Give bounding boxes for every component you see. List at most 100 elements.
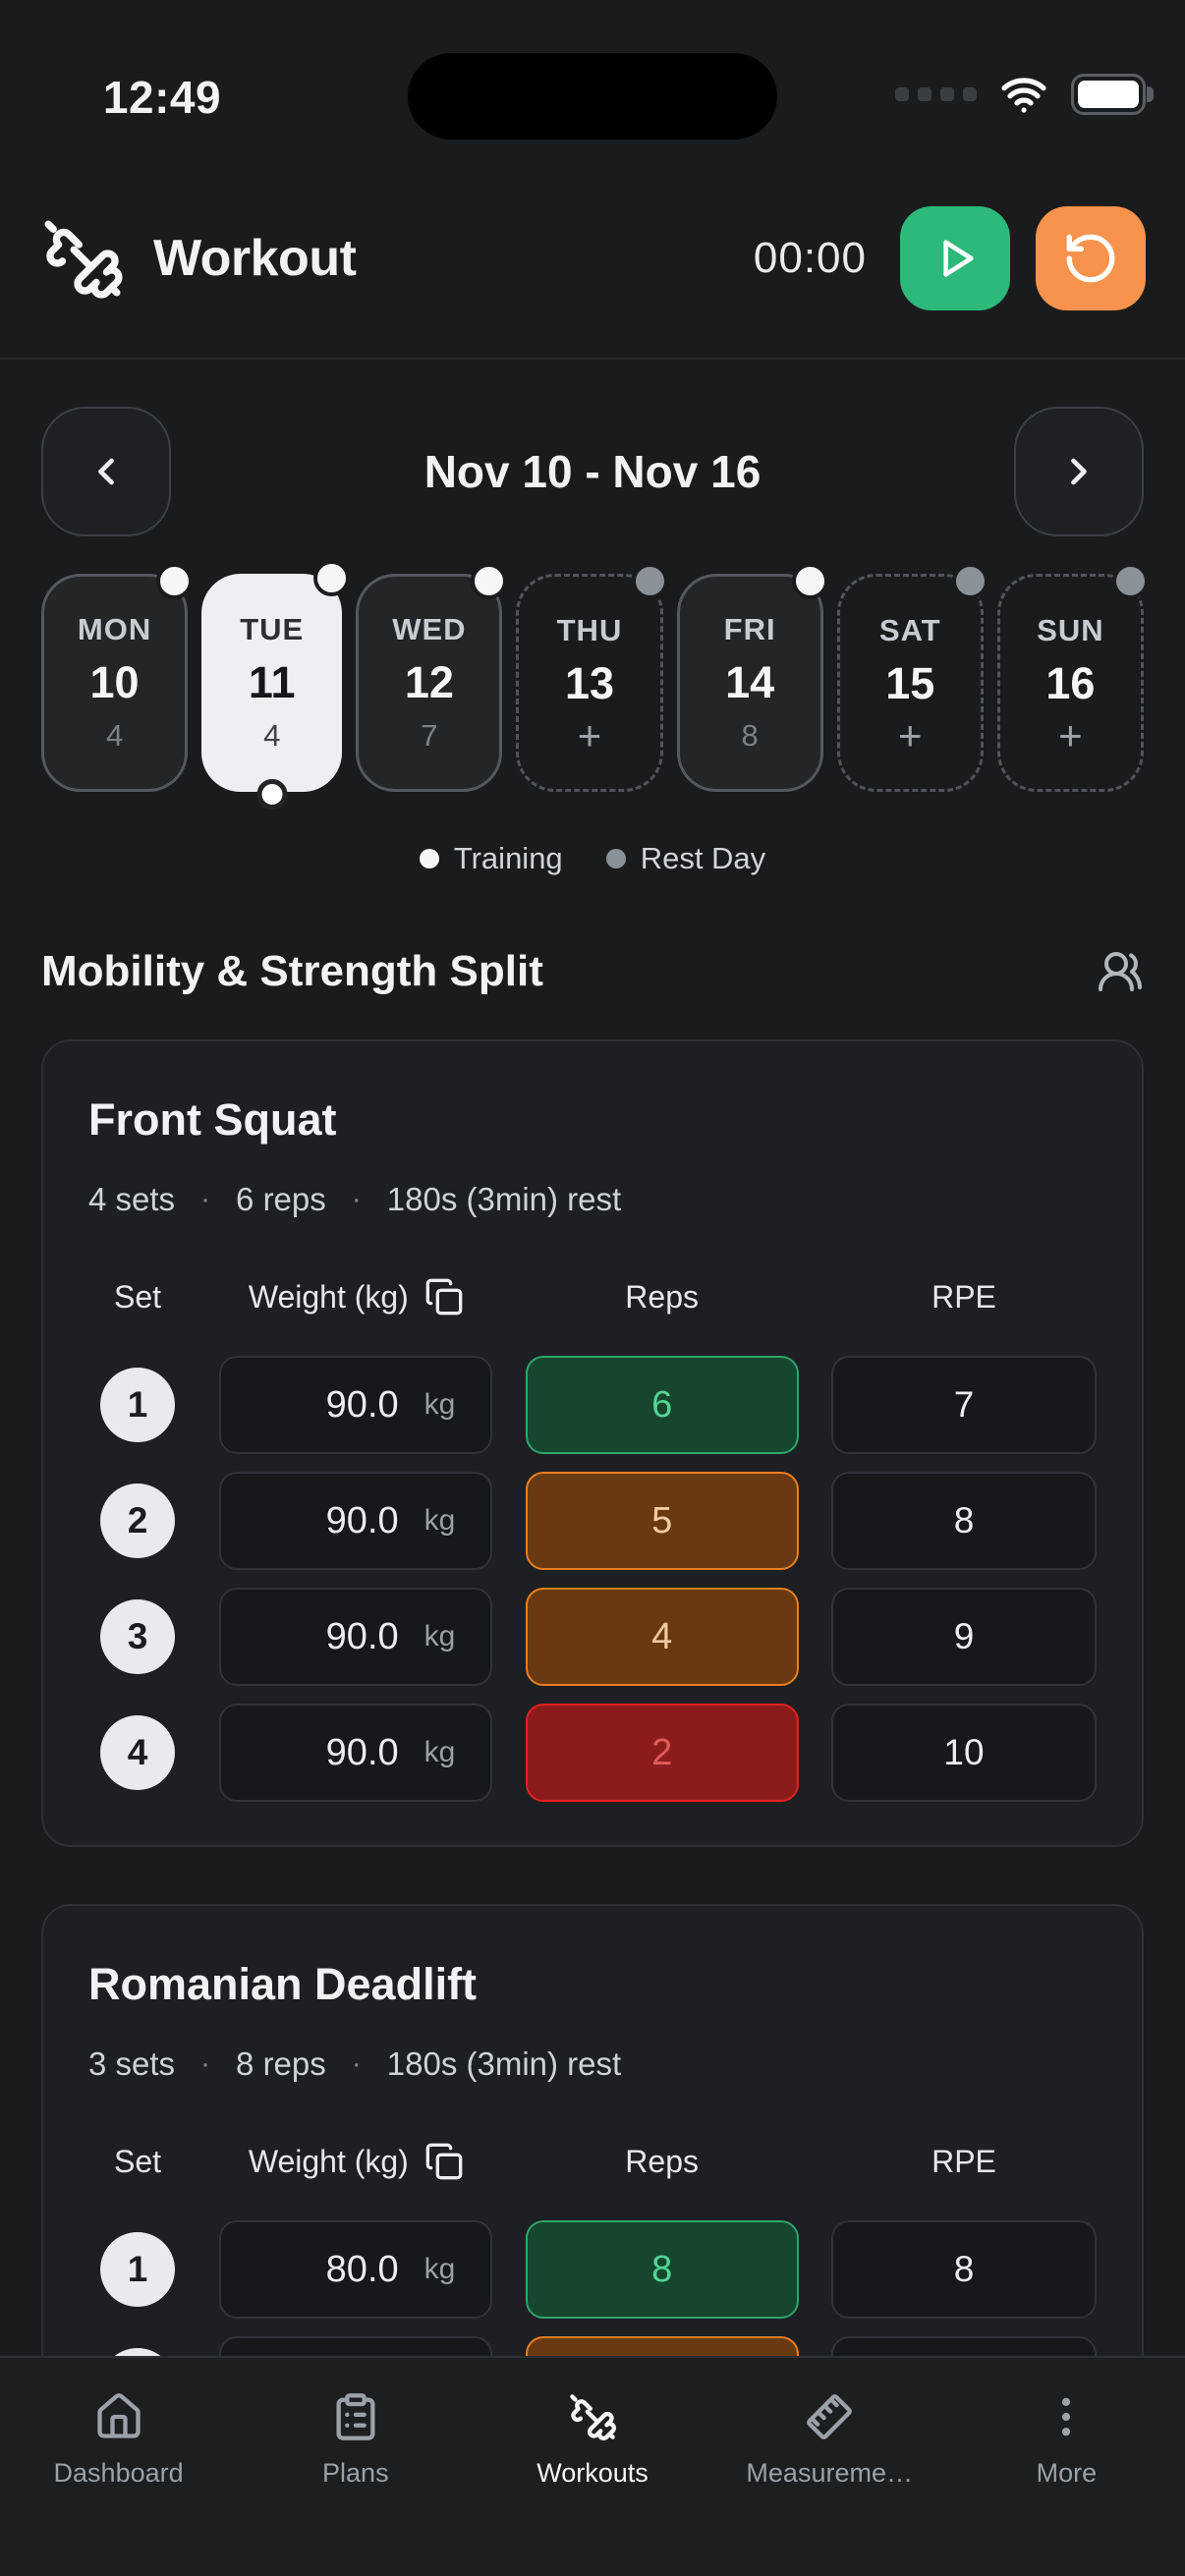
- wifi-icon: [996, 71, 1051, 118]
- column-set: Set: [113, 1278, 162, 1315]
- battery-icon: [1071, 74, 1146, 115]
- reps-input[interactable]: 6: [525, 1356, 799, 1454]
- users-icon: [1097, 948, 1144, 995]
- nav-item-workouts[interactable]: Workouts: [474, 2391, 710, 2489]
- nav-item-dashboard[interactable]: Dashboard: [0, 2391, 237, 2489]
- page-title: Workout: [153, 230, 357, 287]
- exercise-list: Front Squat 4 sets · 6 reps · 180s (3min…: [0, 1039, 1185, 2480]
- day-card-mon[interactable]: MON 10 4: [41, 563, 194, 792]
- day-card-tue[interactable]: TUE 11 4: [201, 560, 351, 810]
- reps-input[interactable]: 8: [525, 2220, 799, 2319]
- copy-weight-button[interactable]: [424, 1277, 464, 1316]
- day-abbr: THU: [556, 613, 623, 648]
- weight-unit: kg: [423, 2253, 456, 2285]
- icon-clipboard: [330, 2391, 381, 2442]
- set-table-header: Set Weight (kg) Reps RPE: [88, 1277, 1097, 1316]
- weight-input[interactable]: 90.0 kg: [219, 1704, 493, 1802]
- rotate-ccw-icon: [1062, 230, 1119, 287]
- day-abbr: MON: [77, 612, 152, 646]
- exercise-rest: 180s (3min) rest: [386, 2045, 622, 2082]
- reset-timer-button[interactable]: [1036, 206, 1146, 310]
- day-count: +: [577, 712, 602, 759]
- day-abbr: SUN: [1037, 613, 1104, 648]
- app-header: Workout 00:00: [0, 138, 1185, 358]
- day-status-dot: [791, 563, 828, 599]
- day-card-sat[interactable]: SAT 15 +: [836, 563, 988, 792]
- week-nav: Nov 10 - Nov 16: [0, 360, 1185, 536]
- prev-week-button[interactable]: [41, 407, 171, 536]
- column-reps: Reps: [625, 2143, 699, 2179]
- copy-weight-button[interactable]: [424, 2142, 464, 2181]
- day-abbr: FRI: [723, 612, 776, 646]
- weight-unit: kg: [423, 1504, 456, 1537]
- day-abbr: TUE: [240, 612, 305, 646]
- reps-input[interactable]: 5: [525, 1472, 799, 1570]
- dumbbell-icon: [39, 215, 126, 302]
- day-date: 14: [725, 657, 775, 707]
- day-row: MON 10 4 TUE 11 4 WED 12 7 THU 13 + FRI …: [0, 536, 1185, 810]
- rpe-input[interactable]: 10: [830, 1704, 1097, 1802]
- next-week-button[interactable]: [1013, 407, 1144, 536]
- rpe-input[interactable]: 8: [830, 1472, 1097, 1570]
- set-number-badge: 1: [100, 1368, 175, 1442]
- day-status-dot: [631, 563, 668, 599]
- exercise-name: Romanian Deadlift: [88, 1959, 478, 2009]
- day-status-dot: [313, 560, 351, 596]
- reps-input[interactable]: 4: [525, 1588, 799, 1686]
- copy-icon: [424, 2142, 464, 2181]
- exercise-name: Front Squat: [88, 1094, 337, 1145]
- exercise-sets: 3 sets: [88, 2045, 176, 2082]
- exercise-meta: 4 sets · 6 reps · 180s (3min) rest: [88, 1181, 622, 1217]
- rest-dot-icon: [605, 849, 626, 868]
- weight-value: 90.0: [325, 1383, 399, 1426]
- set-row: 2 90.0 kg 5 8: [88, 1472, 1097, 1570]
- day-card-fri[interactable]: FRI 14 8: [676, 563, 828, 792]
- day-count: 4: [263, 718, 281, 753]
- play-icon: [928, 231, 983, 286]
- day-status-dot: [156, 563, 194, 599]
- weight-input[interactable]: 90.0 kg: [219, 1356, 493, 1454]
- legend-training-label: Training: [453, 841, 563, 875]
- legend-rest: Rest Day: [605, 841, 765, 876]
- week-range-label: Nov 10 - Nov 16: [423, 446, 762, 497]
- icon-ruler: [804, 2391, 855, 2442]
- section-header: Mobility & Strength Split: [41, 947, 1144, 996]
- day-card-thu[interactable]: THU 13 +: [516, 563, 668, 792]
- nav-item-plans[interactable]: Plans: [237, 2391, 474, 2489]
- cellular-signal-icon: [895, 87, 977, 101]
- set-number-badge: 1: [100, 2232, 175, 2307]
- day-count: 7: [421, 718, 438, 753]
- bottom-nav: Dashboard Plans Workouts Measureme… More: [0, 2356, 1185, 2576]
- column-rpe: RPE: [931, 2143, 996, 2179]
- nav-item-more[interactable]: More: [948, 2391, 1185, 2489]
- icon-dumbbell: [567, 2391, 618, 2442]
- users-button[interactable]: [1097, 948, 1144, 995]
- weight-unit: kg: [423, 1736, 456, 1768]
- reps-input[interactable]: 2: [525, 1704, 799, 1802]
- chevron-left-icon: [85, 450, 128, 493]
- column-weight: Weight (kg): [248, 2143, 409, 2179]
- weight-input[interactable]: 90.0 kg: [219, 1472, 493, 1570]
- day-date: 11: [248, 657, 296, 707]
- weight-value: 90.0: [325, 1499, 399, 1541]
- weight-input[interactable]: 90.0 kg: [219, 1588, 493, 1686]
- day-card-sun[interactable]: SUN 16 +: [996, 563, 1149, 792]
- weight-input[interactable]: 80.0 kg: [219, 2220, 493, 2319]
- weight-value: 80.0: [325, 2248, 399, 2290]
- rpe-input[interactable]: 8: [830, 2220, 1097, 2319]
- day-date: 16: [1045, 658, 1096, 709]
- set-number-badge: 4: [100, 1715, 175, 1790]
- nav-item-measureme[interactable]: Measureme…: [711, 2391, 948, 2489]
- rpe-input[interactable]: 7: [830, 1356, 1097, 1454]
- start-timer-button[interactable]: [900, 206, 1010, 310]
- set-row: 3 90.0 kg 4 9: [88, 1588, 1097, 1686]
- dynamic-island: [408, 53, 777, 140]
- day-date: 10: [89, 657, 140, 707]
- header-divider: [0, 358, 1185, 360]
- status-bar: 12:49: [0, 0, 1185, 140]
- nav-label: Workouts: [536, 2458, 649, 2488]
- rpe-input[interactable]: 9: [830, 1588, 1097, 1686]
- exercise-sets: 4 sets: [88, 1181, 176, 1217]
- weight-unit: kg: [423, 1620, 456, 1652]
- day-card-wed[interactable]: WED 12 7: [356, 563, 508, 792]
